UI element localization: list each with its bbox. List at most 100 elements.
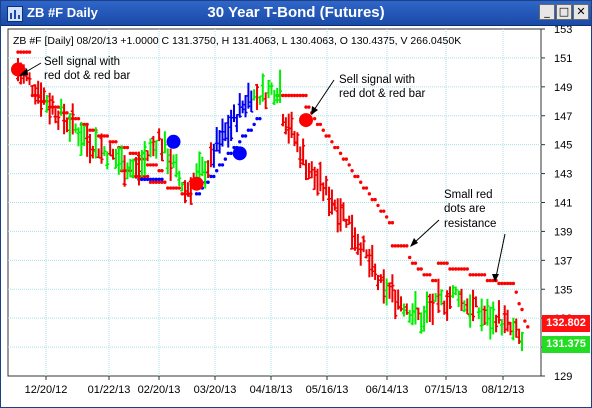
stop-dot (252, 122, 256, 127)
annotation-arrowhead (311, 106, 318, 115)
price-bar (73, 123, 78, 133)
price-bar (453, 286, 458, 296)
stop-dot (468, 273, 472, 277)
stop-dot (122, 145, 127, 150)
price-bar (433, 293, 438, 302)
y-tick-label: 135 (554, 284, 572, 296)
price-bar (476, 307, 481, 320)
price-bar (275, 87, 280, 104)
stop-dot (514, 290, 518, 294)
price-bar (413, 291, 418, 325)
grid-lines (8, 29, 541, 376)
stop-dot (53, 105, 58, 109)
price-bar (183, 180, 188, 204)
stop-dot (27, 50, 32, 54)
price-bar (404, 303, 409, 315)
stop-dot (197, 192, 202, 196)
stop-dot (151, 180, 156, 184)
stop-dot (333, 145, 337, 150)
price-bar (162, 131, 167, 154)
price-bar (157, 128, 162, 142)
stop-dot (344, 157, 349, 161)
stop-dot (128, 151, 133, 156)
price-bar (154, 139, 159, 159)
price-bar (70, 103, 75, 135)
stop-dot (416, 267, 421, 271)
chart-header-line: ZB #F [Daily] 08/20/13 +1.0000 C 131.375… (13, 35, 461, 47)
stop-dot (471, 273, 475, 277)
stop-dot (177, 186, 181, 190)
stop-dot (157, 168, 161, 173)
price-bar (399, 296, 404, 312)
stop-dot (474, 273, 478, 277)
stop-dot (19, 50, 23, 54)
price-bar (502, 305, 507, 334)
stop-dot (226, 151, 230, 156)
stop-dot (387, 221, 392, 225)
stop-dot (229, 151, 233, 156)
stop-dot (376, 203, 380, 208)
price-bar (111, 148, 116, 160)
price-bar (220, 118, 225, 147)
price-bar (416, 307, 421, 321)
minimize-button[interactable]: _ (539, 4, 555, 20)
price-bar (485, 298, 490, 326)
price-bar (280, 113, 285, 127)
price-bar (243, 95, 248, 118)
price-bar (424, 291, 429, 323)
maximize-button[interactable]: □ (556, 4, 572, 20)
stop-dot (151, 163, 156, 167)
price-bar (59, 98, 64, 116)
stop-dot (76, 116, 81, 121)
sell-signal-dot (299, 113, 313, 128)
price-bar (494, 314, 499, 333)
price-bar (148, 138, 153, 158)
stop-dot (111, 140, 115, 144)
stop-dot (154, 177, 158, 182)
stop-dot (402, 244, 406, 248)
annotation-line: dots are (444, 203, 486, 215)
stop-dot (390, 221, 395, 225)
stop-dot (459, 267, 464, 271)
price-bar (329, 189, 334, 215)
price-bar (491, 301, 496, 335)
price-bar (67, 113, 72, 142)
price-bar (252, 89, 257, 101)
stop-dot (301, 93, 305, 98)
stop-dot (160, 168, 164, 173)
stop-dot (108, 140, 112, 144)
stop-dot (168, 186, 173, 190)
x-tick-label: 08/12/13 (482, 384, 525, 396)
stop-dot (284, 93, 288, 98)
close-button[interactable]: ✕ (573, 4, 589, 20)
stop-dot (304, 105, 308, 109)
price-bar (64, 117, 69, 133)
x-tick-label: 12/20/12 (25, 384, 68, 396)
price-bar (174, 153, 179, 178)
stop-dot (24, 50, 29, 54)
price-chart[interactable]: 1291311331351371391411431451471491511531… (1, 26, 591, 407)
stop-dot (347, 163, 351, 167)
annotation-line: red dot & red bar (339, 88, 425, 100)
stop-dot (356, 174, 360, 179)
y-tick-label: 147 (554, 111, 572, 123)
price-bar (50, 95, 55, 115)
price-bar (27, 72, 32, 86)
stop-dot (148, 177, 153, 182)
stop-dot (148, 180, 153, 184)
price-bar (249, 90, 254, 113)
stop-dot (479, 273, 484, 277)
x-tick-label: 06/14/13 (366, 384, 409, 396)
stop-dot (445, 261, 449, 265)
price-bar (113, 148, 118, 169)
stop-dot (399, 244, 403, 248)
price-bar (96, 148, 101, 159)
price-bar (102, 146, 107, 157)
price-bar (298, 146, 303, 169)
price-bar (381, 269, 386, 304)
price-bar (260, 73, 265, 102)
title-bar[interactable]: ZB #F Daily 30 Year T-Bond (Futures) _ □… (1, 1, 591, 26)
stop-dot (148, 163, 153, 167)
stop-dot (287, 93, 291, 98)
stop-dot (367, 192, 372, 196)
